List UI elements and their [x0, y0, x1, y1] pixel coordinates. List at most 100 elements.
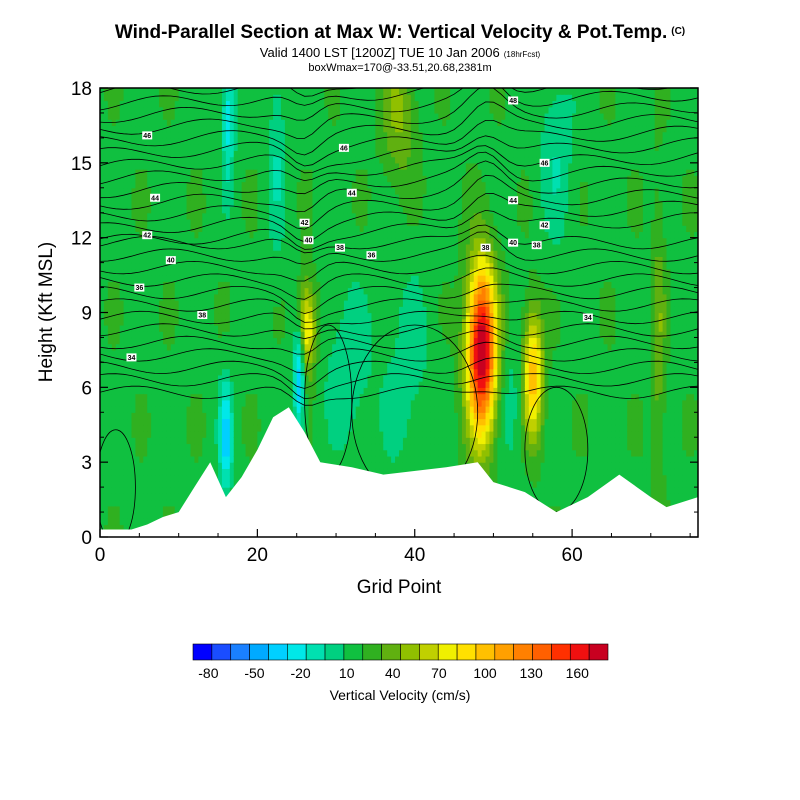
velocity-cell: [339, 200, 345, 208]
velocity-cell: [245, 225, 251, 233]
velocity-cell: [241, 250, 247, 257]
velocity-cell: [159, 250, 164, 257]
velocity-cell: [194, 300, 199, 307]
velocity-cell: [257, 169, 262, 176]
velocity-cell: [328, 312, 333, 320]
velocity-cell: [253, 424, 258, 432]
velocity-cell: [273, 125, 278, 133]
velocity-cell: [194, 194, 199, 201]
velocity-cell: [115, 505, 121, 513]
velocity-cell: [371, 455, 376, 463]
velocity-cell: [155, 144, 160, 151]
velocity-cell: [237, 455, 243, 463]
velocity-cell: [328, 137, 333, 145]
velocity-cell: [194, 418, 199, 426]
velocity-cell: [347, 256, 353, 264]
velocity-cell: [151, 306, 156, 314]
velocity-cell: [225, 455, 231, 463]
velocity-cell: [174, 293, 180, 301]
velocity-cell: [111, 275, 117, 282]
velocity-cell: [151, 243, 156, 251]
velocity-cell: [218, 412, 223, 420]
velocity-cell: [308, 181, 314, 189]
velocity-cell: [332, 200, 337, 208]
velocity-cell: [304, 144, 310, 151]
velocity-cell: [166, 218, 172, 226]
velocity-cell: [147, 287, 152, 295]
velocity-cell: [280, 144, 286, 151]
velocity-cell: [249, 449, 255, 457]
velocity-cell: [190, 225, 196, 233]
velocity-cell: [253, 212, 258, 220]
velocity-cell: [336, 337, 341, 345]
velocity-cell: [194, 468, 199, 476]
velocity-cell: [103, 150, 109, 158]
velocity-cell: [324, 393, 329, 401]
velocity-cell: [155, 505, 160, 513]
velocity-cell: [131, 393, 137, 401]
velocity-cell: [178, 468, 184, 476]
velocity-cell: [151, 343, 156, 351]
velocity-cell: [316, 187, 321, 195]
velocity-cell: [280, 162, 286, 170]
velocity-cell: [265, 206, 270, 214]
velocity-cell: [269, 399, 274, 407]
velocity-cell: [174, 275, 180, 282]
velocity-cell: [214, 368, 219, 376]
velocity-cell: [123, 268, 129, 276]
velocity-cell: [355, 119, 361, 127]
velocity-cell: [170, 131, 176, 139]
velocity-cell: [190, 393, 196, 401]
velocity-cell: [159, 268, 164, 276]
velocity-cell: [151, 156, 156, 164]
velocity-cell: [123, 212, 129, 220]
velocity-cell: [229, 206, 235, 214]
velocity-cell: [292, 225, 298, 233]
velocity-cell: [131, 119, 137, 127]
velocity-cell: [151, 88, 156, 95]
velocity-cell: [253, 131, 258, 139]
velocity-cell: [186, 262, 192, 270]
velocity-cell: [159, 443, 164, 451]
velocity-cell: [100, 125, 105, 133]
velocity-cell: [316, 349, 321, 357]
velocity-cell: [332, 206, 337, 214]
velocity-cell: [131, 449, 137, 457]
velocity-cell: [241, 225, 247, 233]
velocity-cell: [265, 343, 270, 351]
velocity-cell: [210, 418, 215, 426]
velocity-cell: [166, 362, 172, 370]
velocity-cell: [139, 156, 144, 164]
velocity-cell: [194, 343, 199, 351]
velocity-cell: [159, 243, 164, 251]
velocity-cell: [147, 106, 152, 114]
velocity-cell: [351, 418, 357, 426]
velocity-cell: [218, 474, 223, 482]
velocity-cell: [190, 455, 196, 463]
velocity-cell: [336, 194, 341, 201]
velocity-cell: [367, 225, 373, 233]
velocity-cell: [100, 462, 105, 470]
velocity-cell: [359, 194, 365, 201]
velocity-cell: [194, 106, 199, 114]
velocity-cell: [292, 287, 298, 295]
velocity-cell: [143, 356, 148, 363]
velocity-cell: [241, 200, 247, 208]
velocity-cell: [214, 300, 219, 307]
velocity-cell: [170, 293, 176, 301]
velocity-cell: [115, 150, 121, 158]
velocity-cell: [277, 144, 282, 151]
velocity-cell: [202, 94, 207, 102]
velocity-cell: [300, 356, 306, 363]
velocity-cell: [190, 268, 196, 276]
velocity-cell: [296, 374, 302, 382]
velocity-cell: [249, 281, 255, 289]
velocity-cell: [359, 324, 365, 332]
velocity-cell: [100, 250, 105, 257]
velocity-cell: [273, 137, 278, 145]
velocity-cell: [288, 349, 294, 357]
velocity-cell: [198, 275, 203, 282]
velocity-cell: [107, 206, 113, 214]
velocity-cell: [198, 424, 203, 432]
velocity-cell: [194, 150, 199, 158]
